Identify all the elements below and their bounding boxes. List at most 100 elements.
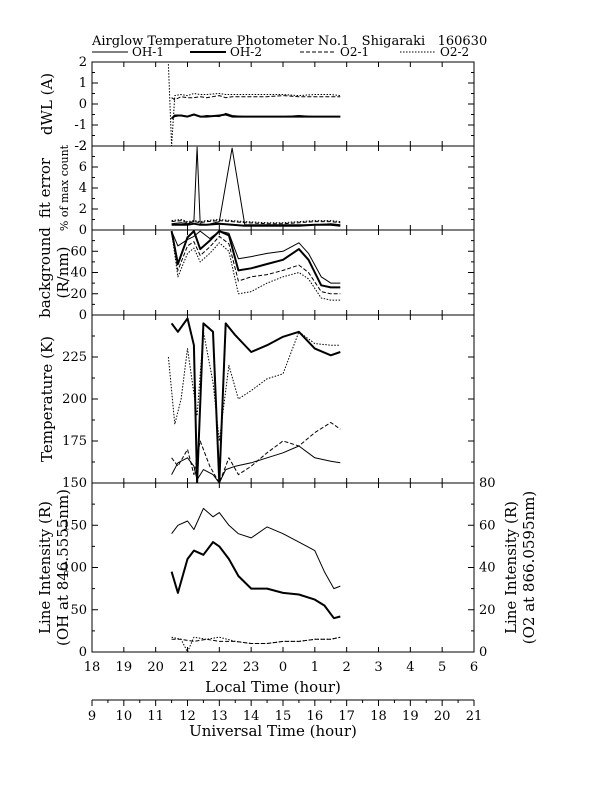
x-universal-tick-label: 15 [275, 709, 292, 724]
y-tick-label: -2 [74, 139, 87, 154]
x-universal-tick-label: 12 [179, 709, 196, 724]
legend-entry-o2-1: O2-1 [300, 45, 369, 59]
panel-frame [91, 482, 475, 653]
panel-frame [91, 229, 475, 316]
x-local-tick-label: 23 [243, 660, 260, 675]
y-tick-label: 6 [79, 160, 87, 175]
x-local-tick-label: 6 [470, 660, 478, 675]
legend-label: OH-1 [132, 45, 164, 59]
y-axis-subtitle: (OH at 846.5555nm) [54, 489, 72, 646]
series-group [171, 146, 341, 227]
series-line-o2-2 [167, 64, 341, 146]
y2-tick-label: 40 [479, 561, 496, 576]
y-tick-label: 0 [79, 645, 87, 660]
series-line-oh-2 [170, 230, 341, 289]
y-tick-label: 225 [62, 350, 87, 365]
x-local-tick-label: 20 [147, 660, 164, 675]
y-axis-subtitle: % of max count [58, 144, 71, 231]
x-local-tick-label: 3 [374, 660, 382, 675]
series-line-oh-2 [171, 222, 341, 227]
y-tick-label: 0 [79, 97, 87, 112]
series-line-o2-1 [171, 95, 341, 101]
y-tick-label: 0 [79, 223, 87, 238]
y-tick-label: 0 [79, 308, 87, 323]
y-tick-label: 1 [79, 76, 87, 91]
x-universal-tick-label: 20 [434, 709, 451, 724]
x-local-axis-title: Local Time (hour) [205, 678, 341, 696]
x-local-tick-label: 19 [116, 660, 133, 675]
x-local-tick-label: 2 [343, 660, 351, 675]
x-universal-tick-label: 14 [243, 709, 260, 724]
x-local-tick-label: 4 [406, 660, 414, 675]
panel-temperature: 150 175 200 225 Temperature (K) [38, 314, 475, 491]
panel-dwl: -2 -1 0 1 2 dWL (A) [38, 55, 475, 154]
series-group [170, 230, 341, 301]
x-universal-tick-label: 21 [466, 709, 483, 724]
legend-entry-oh-1: OH-1 [92, 45, 164, 59]
x-local-tick-label: 18 [84, 660, 101, 675]
y-tick-label: 175 [62, 434, 87, 449]
legend-entry-oh-2: OH-2 [190, 45, 262, 59]
y-tick-label: 50 [70, 603, 87, 618]
x-universal-tick-label: 18 [370, 709, 387, 724]
y-axis-title: background [36, 227, 54, 318]
panel-frame [91, 314, 475, 484]
legend-label: O2-2 [440, 45, 469, 59]
x-local-tick-label: 22 [211, 660, 228, 675]
chart-title: Airglow Temperature Photometer No.1 Shig… [91, 34, 487, 49]
y-tick-label: 150 [62, 518, 87, 533]
panel-background: 0 20 40 60 background (R/nm) [36, 227, 475, 323]
x-local-tick-label: 1 [311, 660, 319, 675]
x-universal-tick-label: 17 [338, 709, 355, 724]
y-tick-label: 100 [62, 561, 87, 576]
x-universal-tick-label: 11 [147, 709, 164, 724]
panel-fit-error: 0 2 4 6 -2 fit error % of max count [36, 139, 475, 238]
y-axis-title: Line Intensity (R) [36, 501, 54, 634]
y-tick-label: 60 [70, 244, 87, 259]
series-group [170, 507, 341, 652]
legend-label: O2-1 [340, 45, 369, 59]
series-line-oh-1 [171, 146, 341, 226]
x-universal-tick-label: 9 [88, 709, 96, 724]
y2-tick-label: 60 [479, 518, 496, 533]
x-universal-tick-label: 10 [116, 709, 133, 724]
series-group [167, 64, 341, 146]
series-line-oh-2 [170, 317, 341, 483]
series-line-o2-1 [171, 422, 341, 483]
y-tick-label: -1 [74, 118, 87, 133]
y-tick-label: 150 [62, 476, 87, 491]
y-tick-label: -2 [74, 139, 87, 154]
series-line-o2-2 [171, 636, 341, 652]
y-tick-label: 2 [79, 202, 87, 217]
series-line-o2-2 [171, 219, 341, 224]
y2-axis-title: Line Intensity (R) [502, 501, 520, 634]
series-line-oh-1 [171, 230, 341, 284]
x-universal-tick-label: 13 [211, 709, 228, 724]
legend: OH-1 OH-2 O2-1 O2-2 [92, 45, 469, 59]
series-line-o2-1 [171, 220, 341, 225]
y2-tick-label: 80 [479, 476, 496, 491]
series-line-oh-2 [170, 113, 341, 120]
y-axis-title: dWL (A) [38, 73, 56, 135]
y2-tick-label: 0 [479, 645, 487, 660]
series-line-oh-1 [171, 507, 341, 590]
series-line-oh-1 [171, 445, 341, 483]
y-tick-label: 40 [70, 266, 87, 281]
y2-axis-subtitle: (O2 at 866.0595nm) [520, 491, 538, 645]
x-local-tick-label: 0 [279, 660, 287, 675]
series-group [167, 317, 341, 483]
legend-entry-o2-2: O2-2 [400, 45, 469, 59]
y-tick-label: 2 [79, 55, 87, 70]
panel-frame [91, 61, 475, 147]
y-tick-label: 20 [70, 287, 87, 302]
series-line-o2-1 [171, 232, 341, 295]
series-line-oh-2 [170, 541, 341, 620]
y2-tick-label: 20 [479, 603, 496, 618]
y-axis-subtitle: (R/nm) [54, 247, 72, 299]
series-line-o2-2 [171, 232, 341, 301]
